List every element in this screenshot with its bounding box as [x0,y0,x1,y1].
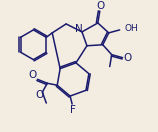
Text: O: O [97,1,105,11]
Text: F: F [70,105,76,115]
Text: O: O [35,90,43,100]
Text: N: N [75,24,83,34]
Text: O: O [123,53,132,63]
Text: OH: OH [125,24,138,33]
Text: O: O [28,70,36,80]
